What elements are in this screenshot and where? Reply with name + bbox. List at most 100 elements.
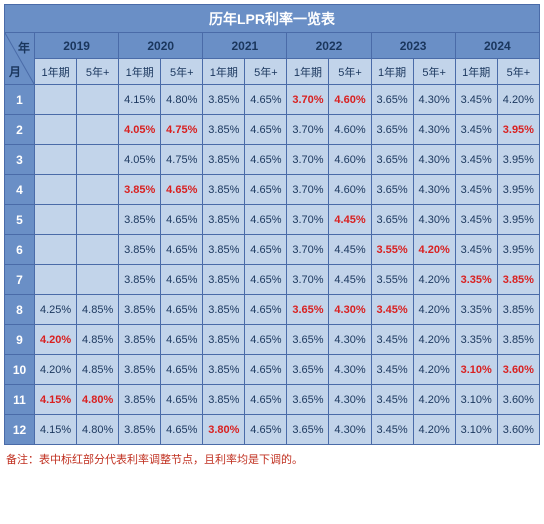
sub-header-cell: 5年+ <box>329 59 371 85</box>
sub-header-cell: 5年+ <box>413 59 455 85</box>
data-cell: 4.65% <box>245 205 287 235</box>
data-cell: 3.45% <box>455 85 497 115</box>
data-cell: 4.65% <box>161 175 203 205</box>
data-cell: 4.20% <box>413 415 455 445</box>
data-cell: 3.45% <box>371 355 413 385</box>
data-cell: 3.45% <box>371 385 413 415</box>
table-row: 73.85%4.65%3.85%4.65%3.70%4.45%3.55%4.20… <box>5 265 540 295</box>
data-cell: 3.85% <box>119 175 161 205</box>
data-cell: 3.85% <box>497 325 539 355</box>
data-cell <box>77 145 119 175</box>
data-cell: 4.20% <box>413 265 455 295</box>
table-row: 63.85%4.65%3.85%4.65%3.70%4.45%3.55%4.20… <box>5 235 540 265</box>
data-cell: 4.65% <box>245 415 287 445</box>
table-row: 24.05%4.75%3.85%4.65%3.70%4.60%3.65%4.30… <box>5 115 540 145</box>
data-cell: 4.30% <box>329 325 371 355</box>
data-cell: 4.20% <box>35 355 77 385</box>
data-cell <box>35 115 77 145</box>
data-cell: 4.80% <box>161 85 203 115</box>
sub-header-cell: 5年+ <box>245 59 287 85</box>
data-cell: 3.95% <box>497 175 539 205</box>
data-cell: 4.20% <box>413 385 455 415</box>
data-cell: 3.45% <box>371 415 413 445</box>
sub-header-cell: 1年期 <box>203 59 245 85</box>
year-header: 2022 <box>287 33 371 59</box>
sub-header-row: 1年期5年+1年期5年+1年期5年+1年期5年+1年期5年+1年期5年+ <box>5 59 540 85</box>
data-cell: 4.65% <box>161 265 203 295</box>
data-cell: 3.95% <box>497 205 539 235</box>
data-cell: 3.65% <box>371 85 413 115</box>
data-cell: 4.80% <box>77 385 119 415</box>
data-cell: 3.85% <box>203 85 245 115</box>
table-row: 53.85%4.65%3.85%4.65%3.70%4.45%3.65%4.30… <box>5 205 540 235</box>
data-cell: 3.70% <box>287 205 329 235</box>
data-cell: 4.65% <box>245 265 287 295</box>
year-header-row: 年 月 2019 2020 2021 2022 2023 2024 <box>5 33 540 59</box>
data-cell: 4.30% <box>329 295 371 325</box>
data-cell: 4.85% <box>77 325 119 355</box>
data-cell: 4.30% <box>413 175 455 205</box>
data-cell <box>77 205 119 235</box>
data-cell: 4.60% <box>329 85 371 115</box>
data-cell: 4.65% <box>245 145 287 175</box>
data-cell: 4.20% <box>413 325 455 355</box>
data-cell: 3.45% <box>371 295 413 325</box>
data-cell: 4.65% <box>245 235 287 265</box>
data-cell <box>35 145 77 175</box>
data-cell: 3.35% <box>455 265 497 295</box>
data-cell: 4.30% <box>329 385 371 415</box>
data-cell: 3.65% <box>371 115 413 145</box>
data-cell <box>77 265 119 295</box>
sub-header-cell: 1年期 <box>119 59 161 85</box>
data-cell: 3.35% <box>455 295 497 325</box>
data-cell: 4.65% <box>161 205 203 235</box>
data-cell: 3.55% <box>371 265 413 295</box>
month-cell: 5 <box>5 205 35 235</box>
data-cell: 3.70% <box>287 115 329 145</box>
data-cell: 3.85% <box>203 175 245 205</box>
data-cell: 4.65% <box>161 235 203 265</box>
data-cell: 4.65% <box>245 85 287 115</box>
data-cell: 3.65% <box>287 385 329 415</box>
data-cell: 4.65% <box>161 295 203 325</box>
data-cell <box>35 205 77 235</box>
data-cell: 4.30% <box>413 145 455 175</box>
data-cell: 4.30% <box>413 205 455 235</box>
corner-month-label: 月 <box>9 63 21 80</box>
data-cell <box>77 115 119 145</box>
month-cell: 9 <box>5 325 35 355</box>
data-cell <box>35 85 77 115</box>
corner-cell: 年 月 <box>5 33 35 85</box>
year-header: 2023 <box>371 33 455 59</box>
data-cell: 3.65% <box>287 325 329 355</box>
sub-header-cell: 5年+ <box>497 59 539 85</box>
data-cell: 3.45% <box>455 235 497 265</box>
data-cell: 3.65% <box>287 295 329 325</box>
month-cell: 10 <box>5 355 35 385</box>
data-cell: 3.70% <box>287 145 329 175</box>
data-cell: 4.45% <box>329 235 371 265</box>
data-cell: 4.60% <box>329 145 371 175</box>
data-cell <box>77 85 119 115</box>
month-cell: 2 <box>5 115 35 145</box>
data-cell: 4.65% <box>245 115 287 145</box>
year-header: 2021 <box>203 33 287 59</box>
data-cell: 4.65% <box>245 355 287 385</box>
data-cell: 3.85% <box>119 205 161 235</box>
data-cell: 4.85% <box>77 295 119 325</box>
month-cell: 8 <box>5 295 35 325</box>
sub-header-cell: 1年期 <box>287 59 329 85</box>
data-cell: 3.80% <box>203 415 245 445</box>
data-cell: 4.20% <box>413 355 455 385</box>
data-cell: 4.20% <box>35 325 77 355</box>
data-cell: 3.10% <box>455 385 497 415</box>
data-cell: 3.65% <box>287 355 329 385</box>
data-cell: 4.65% <box>161 325 203 355</box>
data-cell: 3.70% <box>287 175 329 205</box>
month-cell: 7 <box>5 265 35 295</box>
year-header: 2019 <box>35 33 119 59</box>
data-cell: 3.85% <box>119 325 161 355</box>
month-cell: 12 <box>5 415 35 445</box>
data-cell: 3.95% <box>497 145 539 175</box>
data-cell: 4.25% <box>35 295 77 325</box>
